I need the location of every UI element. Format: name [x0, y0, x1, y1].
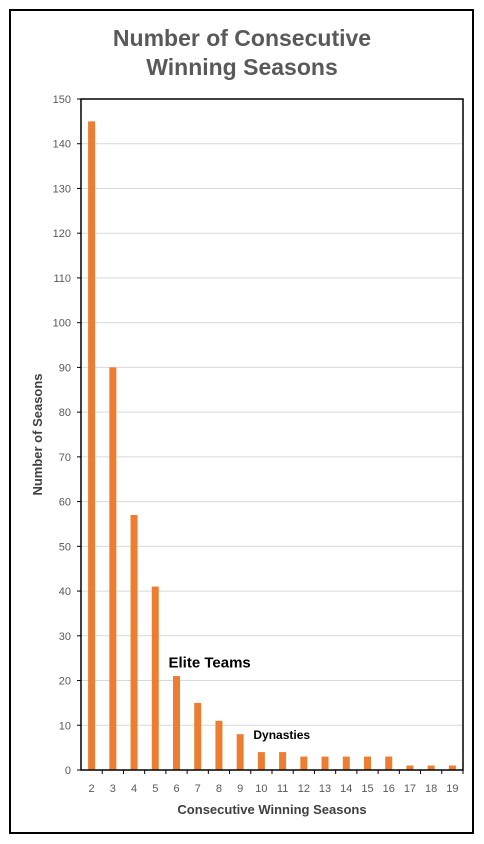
x-tick-label: 5: [152, 783, 158, 795]
bar: [448, 765, 456, 770]
bar: [88, 121, 96, 770]
y-tick-label: 130: [53, 183, 71, 195]
y-tick-label: 150: [53, 94, 71, 106]
x-tick-label: 2: [89, 783, 95, 795]
bar: [427, 765, 435, 770]
x-tick-label: 4: [131, 783, 137, 795]
bar: [300, 756, 308, 770]
y-tick-label: 0: [65, 765, 71, 777]
bar: [406, 765, 414, 770]
x-tick-label: 9: [237, 783, 243, 795]
bar: [151, 586, 159, 770]
x-axis-title: Consecutive Winning Seasons: [177, 802, 366, 817]
bar: [342, 756, 350, 770]
x-tick-label: 16: [383, 783, 395, 795]
bars: [88, 121, 456, 770]
annotations: Elite Teams Dynasties: [169, 655, 311, 743]
bar: [257, 752, 265, 770]
bar: [173, 676, 180, 770]
y-tick-label: 120: [53, 228, 71, 240]
y-tick-label: 20: [59, 676, 71, 688]
y-tick-label: 40: [59, 586, 71, 598]
x-tick-label: 8: [216, 783, 222, 795]
bar: [130, 515, 138, 770]
x-tick-label: 15: [361, 783, 373, 795]
y-tick-label: 80: [59, 407, 71, 419]
x-tick-label: 7: [195, 783, 201, 795]
x-tick-label: 10: [255, 783, 267, 795]
y-tick-label: 50: [59, 541, 71, 553]
x-tick-label: 17: [404, 783, 416, 795]
chart-frame: [9, 9, 474, 834]
gridlines: [81, 143, 463, 726]
y-tick-label: 10: [59, 720, 71, 732]
y-tick-label: 90: [59, 362, 71, 374]
bar: [321, 756, 329, 770]
bar: [215, 720, 223, 770]
y-axis-title: Number of Seasons: [30, 373, 45, 495]
x-axis-ticks: 2 3 4 5 6 7 8 9 10 11 12 13 14 15 16 17 18 19: [89, 770, 464, 795]
y-tick-label: 110: [53, 273, 71, 285]
x-tick-label: 19: [446, 783, 458, 795]
annotation-label: Dynasties: [253, 728, 310, 742]
bar: [279, 752, 287, 770]
y-tick-label: 100: [53, 318, 71, 330]
x-tick-label: 18: [425, 783, 437, 795]
y-axis-ticks: 0 10 20 30 40 50 60 70 80 90 100 110 120 130 140 150: [53, 94, 81, 777]
bar: [385, 756, 393, 770]
x-tick-label: 12: [298, 783, 310, 795]
bar: [194, 702, 202, 770]
plot-area-border: [80, 98, 464, 771]
x-tick-label: 14: [340, 783, 352, 795]
annotation-label: Elite Teams: [169, 655, 251, 672]
chart-title: Number of Consecutive Winning Seasons: [112, 25, 372, 80]
bar: [236, 734, 244, 770]
x-tick-label: 3: [110, 783, 116, 795]
x-tick-label: 6: [173, 783, 179, 795]
y-tick-label: 30: [59, 631, 71, 643]
x-tick-label: 13: [319, 783, 331, 795]
y-tick-label: 140: [53, 139, 71, 151]
y-tick-label: 60: [59, 497, 71, 509]
bar: [109, 367, 117, 770]
x-tick-label: 11: [277, 783, 288, 795]
bar: [364, 756, 371, 770]
y-tick-label: 70: [59, 452, 71, 464]
